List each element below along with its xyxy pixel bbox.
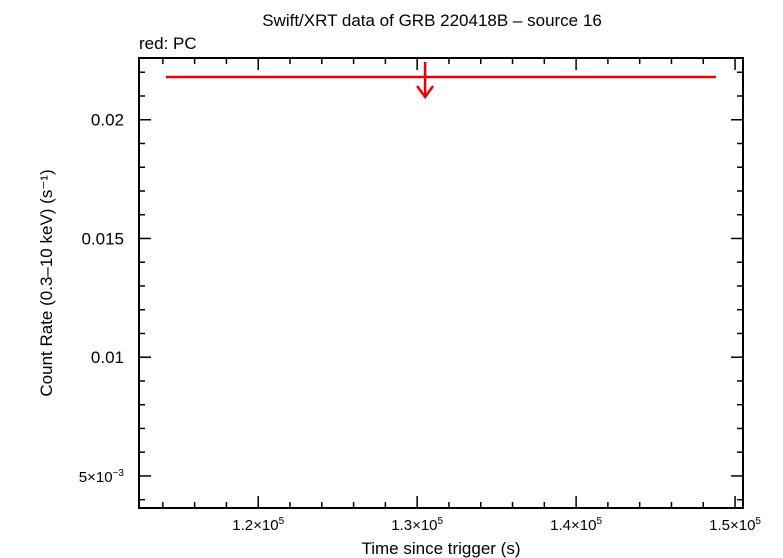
y-tick-label: 5×10−3 (79, 468, 125, 486)
x-tick-label: 1.4×105 (550, 516, 602, 534)
chart-subtitle: red: PC (139, 34, 197, 53)
x-tick-label: 1.2×105 (232, 516, 284, 534)
plot-frame (138, 57, 744, 509)
y-axis-label: Count Rate (0.3–10 keV) (s⁻¹) (37, 169, 56, 396)
x-axis-label: Time since trigger (s) (361, 539, 520, 558)
chart-title: Swift/XRT data of GRB 220418B – source 1… (262, 11, 602, 30)
x-tick-labels: 1.2×105 1.3×105 1.4×105 1.5×105 (232, 516, 761, 534)
upper-limit-arrow (416, 85, 435, 100)
y-tick-label: 0.02 (91, 111, 124, 130)
y-tick-label: 0.015 (81, 229, 124, 248)
y-tick-labels: 5×10−3 0.01 0.015 0.02 (79, 111, 125, 486)
x-tick-label: 1.3×105 (391, 516, 443, 534)
y-tick-label: 0.01 (91, 348, 124, 367)
x-tick-label: 1.5×105 (709, 516, 761, 534)
data-marks (166, 62, 716, 100)
axis-ticks (139, 58, 743, 508)
